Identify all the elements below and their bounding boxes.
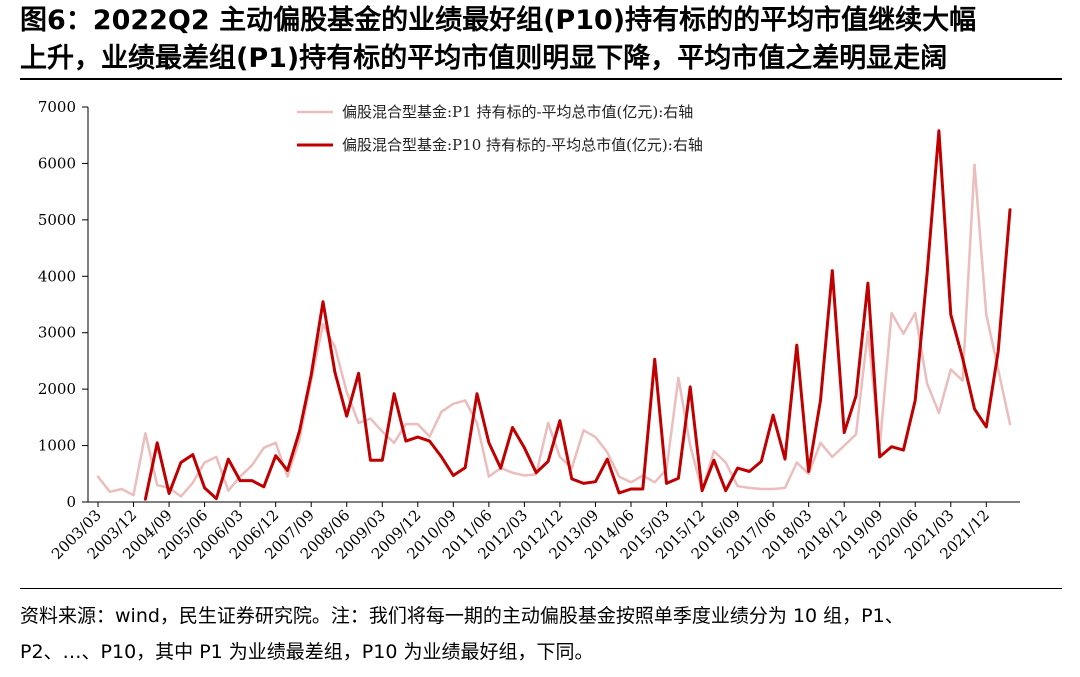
y-tick-label: 4000	[38, 267, 76, 285]
y-tick-label: 1000	[38, 437, 76, 455]
y-tick-label: 5000	[38, 211, 76, 229]
line-chart: 010002000300040005000600070002003/032003…	[38, 98, 1020, 563]
legend-label-p1: 偏股混合型基金:P1 持有标的-平均总市值(亿元):右轴	[342, 103, 693, 121]
title-line-2: 上升，业绩最差组(P1)持有标的平均市值则明显下降，平均市值之差明显走阔	[20, 43, 948, 74]
chart-title: 图6：2022Q2 主动偏股基金的业绩最好组(P10)持有标的的平均市值继续大幅…	[20, 2, 1065, 78]
y-tick-label: 3000	[38, 324, 76, 342]
y-tick-label: 0	[66, 493, 76, 511]
series-line-p1	[96, 163, 1012, 498]
chart-area: 0 1000 2000 3000 4000 5000 6000 7000 2003/03 2003…	[0, 82, 1080, 587]
title-divider	[20, 78, 1062, 80]
source-line-1: 资料来源：wind，民生证券研究院。注：我们将每一期的主动偏股基金按照单季度业绩…	[20, 605, 904, 627]
source-note: 资料来源：wind，民生证券研究院。注：我们将每一期的主动偏股基金按照单季度业绩…	[20, 598, 1065, 670]
source-divider	[20, 588, 1062, 589]
legend-label-p10: 偏股混合型基金:P10 持有标的-平均总市值(亿元):右轴	[342, 136, 703, 154]
source-line-2: P2、…、P10，其中 P1 为业绩最差组，P10 为业绩最好组，下同。	[20, 641, 594, 663]
series-line-p10	[143, 129, 1012, 501]
y-tick-label: 2000	[38, 380, 76, 398]
y-tick-label: 6000	[38, 154, 76, 172]
y-tick-label: 7000	[38, 98, 76, 116]
title-line-1: 图6：2022Q2 主动偏股基金的业绩最好组(P10)持有标的的平均市值继续大幅	[20, 5, 977, 36]
